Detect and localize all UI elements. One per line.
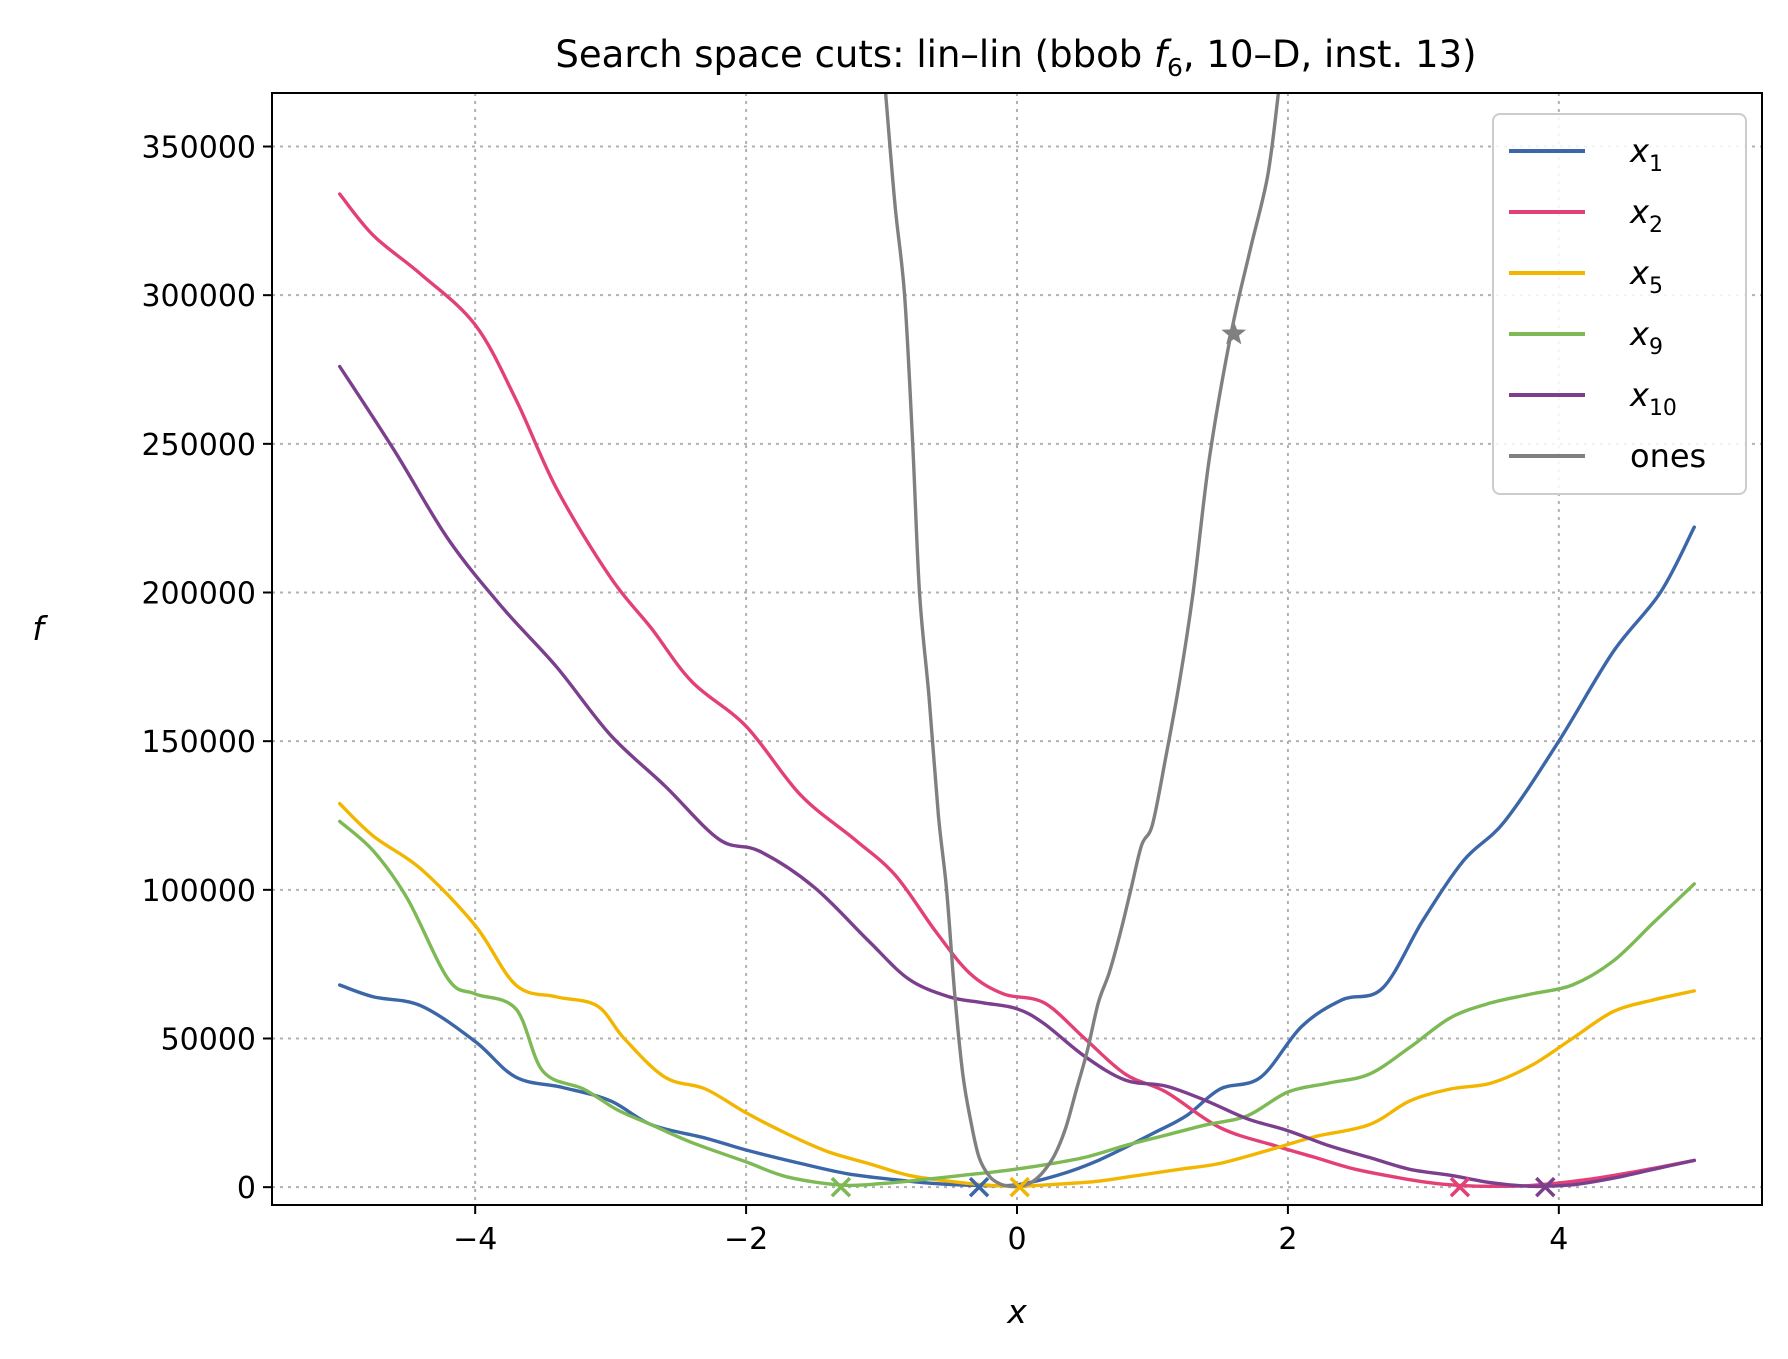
chart-title: Search space cuts: lin–lin (bbob f6, 10–… — [555, 33, 1476, 82]
star-marker — [1221, 320, 1247, 345]
legend-label: x2 — [1629, 193, 1663, 238]
min-marker — [1535, 1176, 1556, 1198]
y-tick-label: 100000 — [141, 874, 256, 909]
series-line-x9 — [338, 819, 1696, 1188]
x-tick-label: −2 — [724, 1222, 768, 1257]
legend-entry: x5 — [1509, 254, 1663, 299]
series-line-x1 — [338, 525, 1696, 1188]
min-marker — [830, 1176, 852, 1198]
legend-label: ones — [1630, 437, 1706, 475]
y-axis-label: f — [32, 609, 48, 648]
legend-entry: x2 — [1509, 193, 1663, 238]
y-tick-label: 150000 — [141, 725, 256, 760]
x-tick-label: 4 — [1549, 1222, 1568, 1257]
series-line-x2 — [338, 192, 1696, 1188]
legend-box — [1492, 113, 1747, 495]
legend-entry: x10 — [1509, 376, 1677, 421]
min-marker — [1009, 1176, 1030, 1198]
legend-label: x5 — [1629, 254, 1663, 299]
x-tick-label: 2 — [1278, 1222, 1297, 1257]
y-tick-label: 250000 — [141, 428, 256, 463]
x-axis-label: x — [1006, 1292, 1027, 1331]
series-line-ones — [883, 93, 1281, 1189]
y-tick-label: 0 — [237, 1171, 256, 1206]
legend-label: x1 — [1629, 132, 1663, 177]
min-marker — [1449, 1176, 1471, 1198]
y-tick-label: 50000 — [161, 1022, 256, 1057]
legend-entry: x1 — [1509, 132, 1663, 177]
plot-area — [338, 93, 1696, 1198]
legend-entry: ones — [1509, 437, 1706, 475]
series-line-x5 — [338, 801, 1696, 1189]
min-marker — [968, 1176, 990, 1198]
legend-label: x10 — [1629, 376, 1677, 421]
legend: x1 x2 x5 x9 x10 ones — [1492, 113, 1747, 495]
y-axis: 0 50000 100000 150000 200000 250000 300000 3500… — [141, 131, 272, 1206]
y-tick-label: 200000 — [141, 577, 256, 612]
y-tick-label: 300000 — [141, 279, 256, 314]
x-tick-label: 0 — [1007, 1222, 1026, 1257]
legend-label: x9 — [1629, 315, 1663, 360]
series-line-x10 — [338, 364, 1696, 1189]
legend-entry: x9 — [1509, 315, 1663, 360]
x-axis: −4 −2 0 2 4 — [453, 1205, 1568, 1257]
x-tick-label: −4 — [453, 1222, 497, 1257]
y-tick-label: 350000 — [141, 131, 256, 166]
